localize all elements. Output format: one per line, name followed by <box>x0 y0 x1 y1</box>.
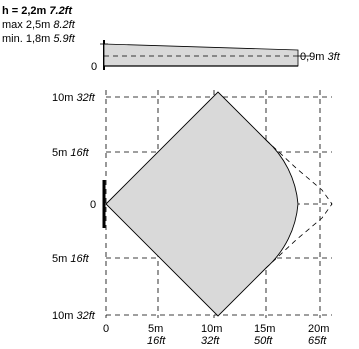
side-end-label: 0,9m 3ft <box>300 51 341 63</box>
x-label-20m: 20m <box>308 323 329 335</box>
top-coverage-area <box>106 92 298 316</box>
x-label-5m: 5m <box>148 323 163 335</box>
min-height-label: min. 1,8m 5.9ft <box>2 33 76 45</box>
max-height-label: max 2,5m 8.2ft <box>2 19 76 31</box>
side-coverage-area <box>104 44 298 66</box>
x-label-10m-ft: 32ft <box>201 335 220 347</box>
side-view: h = 2,2m 7.2ft max 2,5m 8.2ft min. 1,8m … <box>2 5 341 73</box>
x-label-10m: 10m <box>201 323 222 335</box>
x-label-15m-ft: 50ft <box>254 335 273 347</box>
y-label-zero: 0 <box>90 199 96 211</box>
height-label: h = 2,2m 7.2ft <box>2 5 73 17</box>
y-label-upper-mid: 5m 16ft <box>52 147 90 159</box>
y-label-top: 10m 32ft <box>52 92 96 104</box>
x-label-15m: 15m <box>254 323 275 335</box>
y-label-bottom: 10m 32ft <box>52 310 96 322</box>
x-label-5m-ft: 16ft <box>147 335 166 347</box>
top-view: 10m 32ft 5m 16ft 0 5m 16ft 10m 32ft 0 5m… <box>52 90 332 347</box>
side-zero-label: 0 <box>91 61 97 73</box>
y-label-lower-mid: 5m 16ft <box>52 253 90 265</box>
x-label-0: 0 <box>103 323 109 335</box>
x-label-20m-ft: 65ft <box>308 335 327 347</box>
